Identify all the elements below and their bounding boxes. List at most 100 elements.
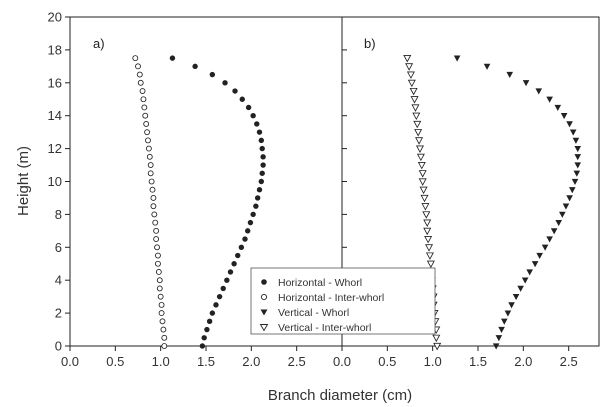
data-point [204,326,210,333]
data-point [143,121,150,127]
data-point [222,80,228,86]
data-point [421,203,430,211]
open-triangle-icon [259,324,269,332]
legend-item-horizontal-inter-whorl: Horizontal - Inter-whorl [260,292,384,304]
data-point [522,80,530,87]
data-point [192,63,198,70]
data-point [422,211,431,219]
data-point [521,277,529,284]
data-point [238,244,245,250]
data-point [411,104,420,112]
data-point [504,310,512,317]
data-point [156,277,163,284]
data-points [132,55,582,351]
data-point [416,153,425,162]
data-point [258,178,265,185]
data-point [144,129,150,136]
data-point [418,178,427,186]
data-point [142,112,149,119]
data-point [426,260,435,269]
y-tick-label: 16 [48,75,62,90]
data-point [418,170,427,178]
data-point [566,121,573,128]
data-point [242,236,248,242]
data-point [559,211,566,218]
x-axis-title: Branch diameter (cm) [268,387,412,404]
data-point [413,120,422,129]
y-tick-label: 2 [55,306,62,321]
data-point [147,162,154,168]
data-point [433,342,442,351]
data-point [201,335,207,341]
data-point [483,63,491,70]
data-point [235,252,241,259]
data-point [417,161,426,170]
data-point [535,88,543,95]
data-point [495,335,503,342]
data-point [492,343,500,350]
data-point [155,269,162,275]
data-point [425,244,434,252]
data-point [259,170,265,176]
data-point [574,154,582,161]
legend-label: Vertical - Whorl [278,307,349,319]
data-point [260,162,266,168]
data-point [156,285,163,292]
x-tick-label: 0.5 [378,354,396,369]
data-point [227,269,234,275]
data-point [415,137,424,145]
data-point [410,96,419,104]
data-point [239,96,245,102]
data-point [150,203,157,210]
data-point [403,55,412,63]
data-point [245,228,251,234]
data-point [546,236,553,243]
data-point [153,227,160,234]
data-point [508,302,515,309]
data-point [148,178,155,185]
data-point [419,186,428,195]
legend-label: Horizontal - Whorl [278,277,362,289]
y-tick-label: 8 [55,207,62,222]
data-point [423,227,432,236]
data-point [425,252,434,260]
data-point [136,71,143,78]
data-point [137,79,144,86]
data-point [206,318,213,325]
x-tick-label: 1.0 [424,354,442,369]
y-tick-label: 6 [55,240,62,255]
data-point [546,96,553,103]
data-point [161,343,168,349]
x-tick-label: 2.0 [242,354,260,369]
data-point [153,236,160,242]
data-point [141,104,148,111]
data-point [159,318,166,325]
x-tick-label: 0.0 [333,354,351,369]
panel-a-label: a) [93,36,105,51]
data-point [574,145,582,153]
x-tick-label: 0.5 [106,354,124,369]
data-point [220,285,226,292]
data-point [406,71,415,79]
data-point [259,145,265,152]
y-tick-label: 10 [48,174,62,189]
y-tick-label: 14 [48,108,62,123]
x-tick-label: 1.5 [197,354,215,369]
data-point [216,293,223,300]
data-point [152,219,159,226]
y-tick-label: 4 [55,273,62,288]
data-point [256,187,263,193]
data-point [155,252,161,259]
data-point [224,277,230,283]
data-point [541,244,549,251]
data-point [258,137,265,144]
data-point [432,334,441,343]
x-tick-label: 1.0 [152,354,170,369]
y-tick-label: 20 [48,10,62,25]
data-point [150,195,157,201]
data-point [245,104,252,111]
legend-item-vertical-inter-whorl: Vertical - Inter-whorl [259,322,371,334]
panel-b-label: b) [364,36,376,51]
x-tick-label: 2.0 [514,354,532,369]
